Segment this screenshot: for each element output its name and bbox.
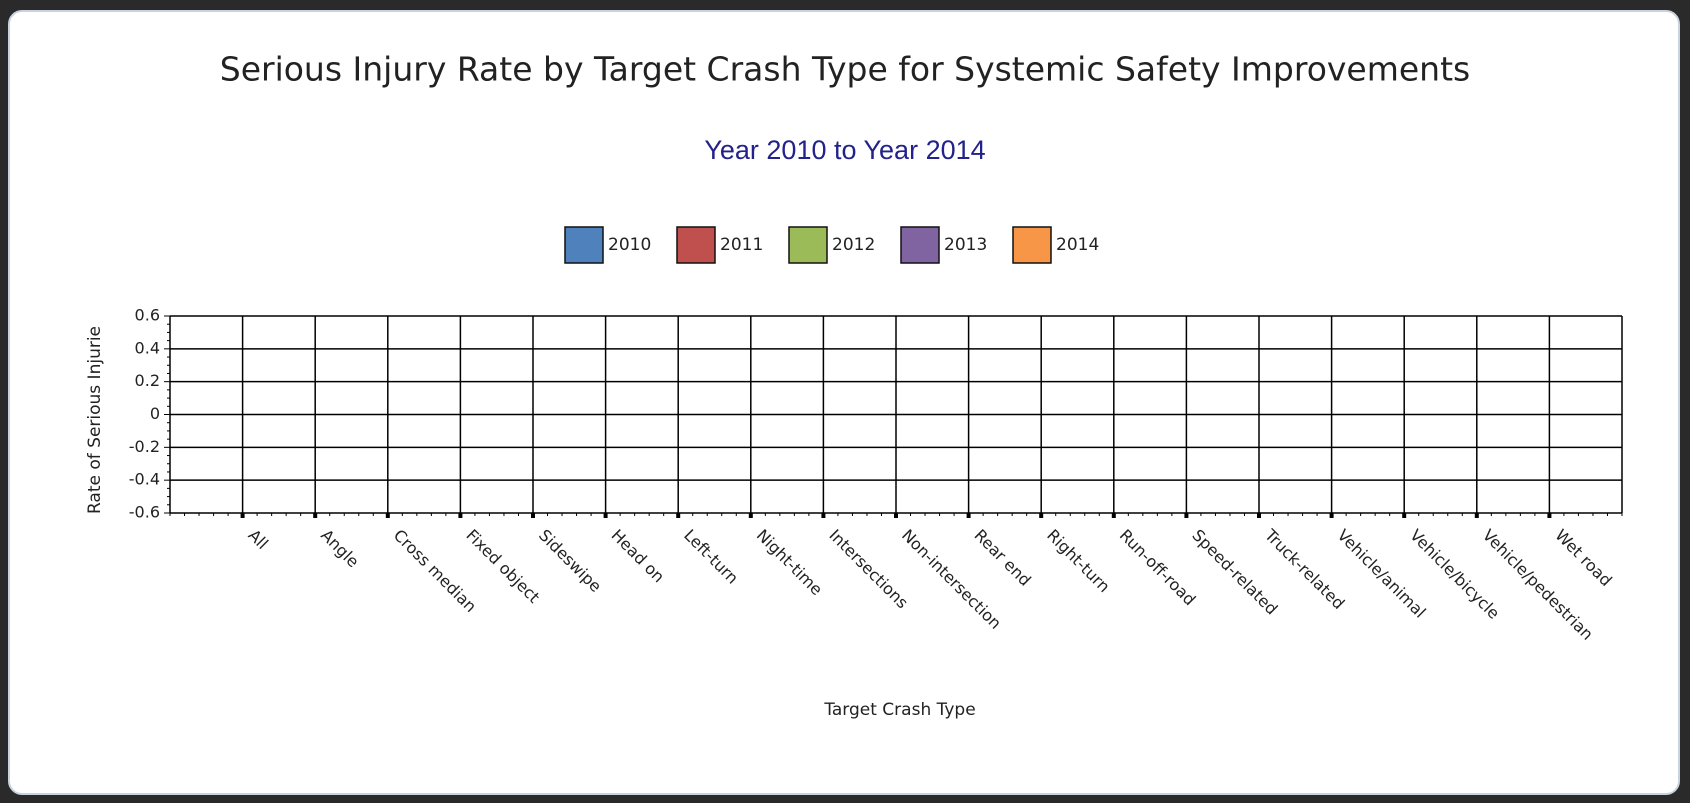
x-tick — [966, 513, 971, 518]
legend-swatch — [676, 226, 716, 264]
x-tick — [1474, 513, 1479, 518]
chart-title: Serious Injury Rate by Target Crash Type… — [220, 50, 1470, 89]
chart-panel — [8, 10, 1680, 795]
legend-swatch — [900, 226, 940, 264]
x-tick — [240, 513, 245, 518]
x-tick-label: Right-turn — [1043, 526, 1114, 597]
x-tick — [676, 513, 681, 518]
x-tick — [313, 513, 318, 518]
x-tick — [894, 513, 898, 518]
x-tick-label: Head on — [608, 526, 669, 587]
legend-swatch — [788, 226, 828, 264]
x-axis-title: Target Crash Type — [823, 700, 975, 720]
y-tick-label: 0 — [150, 404, 160, 423]
x-tick-label: Fixed object — [462, 526, 543, 607]
y-tick-label: 0.6 — [135, 306, 160, 325]
legend-label: 2014 — [1056, 235, 1099, 255]
x-tick-label: Night-time — [753, 526, 826, 599]
x-tick — [1039, 513, 1044, 518]
x-tick-label: Run-off-road — [1116, 526, 1200, 610]
x-tick-label: Angle — [317, 526, 363, 572]
x-tick — [1257, 513, 1261, 518]
x-tick — [385, 513, 390, 518]
x-tick — [821, 513, 826, 518]
legend-label: 2012 — [832, 235, 875, 255]
x-tick-label: Left-turn — [680, 526, 742, 588]
y-axis-title: Rate of Serious Injurie — [85, 326, 105, 514]
legend-swatch — [1012, 226, 1052, 264]
x-tick-label: All — [245, 526, 272, 553]
x-tick — [1547, 513, 1552, 518]
x-tick-label: Rear end — [971, 526, 1035, 590]
legend-swatch — [564, 226, 604, 264]
x-tick — [1329, 513, 1334, 518]
legend-label: 2010 — [608, 235, 651, 255]
x-tick — [1111, 513, 1116, 518]
chart-subtitle: Year 2010 to Year 2014 — [704, 135, 985, 165]
x-tick — [531, 513, 535, 518]
x-tick-label: Sideswipe — [535, 526, 605, 596]
y-tick-label: 0.2 — [135, 371, 160, 390]
x-tick — [603, 513, 608, 518]
x-tick — [1184, 513, 1189, 518]
legend-label: 2011 — [720, 235, 763, 255]
x-tick-label: Wet road — [1551, 526, 1615, 590]
x-tick — [458, 513, 463, 518]
y-tick-label: 0.4 — [135, 338, 160, 357]
y-tick-label: -0.6 — [129, 503, 160, 522]
y-tick-label: -0.4 — [129, 470, 160, 489]
y-tick-label: -0.2 — [129, 437, 160, 456]
x-tick — [1402, 513, 1407, 518]
legend-label: 2013 — [944, 235, 987, 255]
x-tick — [748, 513, 753, 518]
